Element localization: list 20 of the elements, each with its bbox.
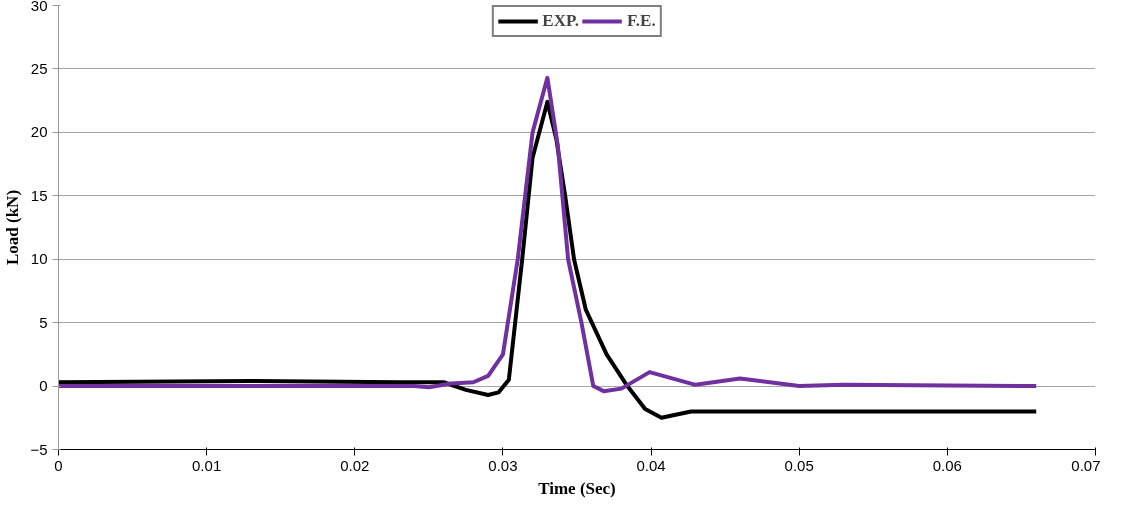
legend-label: EXP.: [542, 11, 580, 31]
y-tick-label: 0: [39, 377, 48, 395]
y-tick-label: 5: [39, 313, 48, 331]
x-tick-label: 0.01: [192, 456, 222, 474]
y-tick-label: 10: [30, 250, 48, 268]
y-axis-title: Load (kN): [3, 189, 23, 266]
x-tick-label: 0.04: [636, 456, 666, 474]
legend-label: F.E.: [627, 11, 656, 31]
x-tick-label: 0.06: [932, 456, 962, 474]
x-tick-label: 0.03: [488, 456, 518, 474]
x-tick-label: 0.07: [1071, 456, 1101, 474]
y-tick-label: −5: [30, 440, 48, 458]
y-tick-label: 20: [30, 123, 48, 141]
x-tick-label: 0: [54, 456, 63, 474]
x-axis-title: Time (Sec): [538, 478, 616, 498]
y-tick-label: 15: [30, 186, 48, 204]
x-tick-label: 0.05: [784, 456, 814, 474]
y-tick-label: 30: [30, 0, 48, 14]
x-tick-label: 0.02: [340, 456, 370, 474]
y-tick-label: 25: [30, 59, 48, 77]
